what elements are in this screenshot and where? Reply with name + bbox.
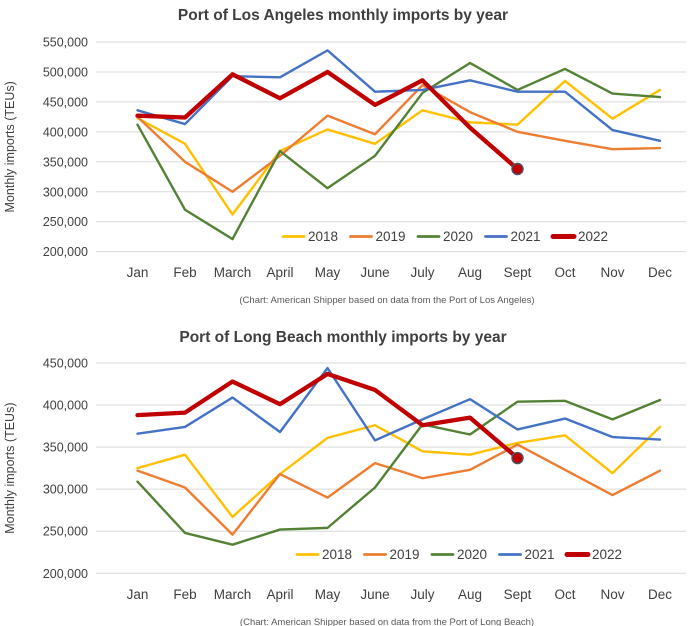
- month-label: July: [410, 265, 434, 280]
- month-label: Aug: [458, 587, 482, 602]
- month-label: Feb: [173, 265, 196, 280]
- chart-caption: (Chart: American Shipper based on data f…: [240, 617, 534, 626]
- legend-label-2022: 2022: [578, 229, 608, 244]
- month-label: June: [360, 265, 389, 280]
- y-tick-label: 300,000: [43, 483, 88, 497]
- y-axis-title: Monthly imports (TEUs): [3, 81, 17, 212]
- series-end-marker-2022: [511, 451, 524, 465]
- month-label: Jan: [127, 587, 149, 602]
- month-label: Nov: [600, 265, 624, 280]
- series-line-2018: [136, 424, 662, 519]
- series-line-2020: [136, 398, 662, 546]
- y-tick-label: 550,000: [43, 36, 88, 50]
- la-imports-chart-svg: Port of Los Angeles monthly imports by y…: [3, 7, 686, 306]
- month-label: Dec: [648, 265, 672, 280]
- y-tick-label: 350,000: [43, 155, 88, 169]
- legend-label-2019: 2019: [390, 547, 420, 562]
- legend-label-2022: 2022: [592, 547, 622, 562]
- y-tick-label: 350,000: [43, 441, 88, 455]
- y-tick-label: 250,000: [43, 215, 88, 229]
- legend-label-2018: 2018: [322, 547, 352, 562]
- lb-imports-chart-svg: Port of Long Beach monthly imports by ye…: [3, 329, 686, 626]
- month-label: Nov: [600, 587, 624, 602]
- series-line-2020: [136, 61, 662, 241]
- series-end-marker-2022: [511, 162, 524, 176]
- series-line-2019: [136, 83, 662, 193]
- y-tick-label: 200,000: [43, 245, 88, 259]
- chart-title: Port of Los Angeles monthly imports by y…: [178, 7, 508, 24]
- month-label: March: [214, 265, 252, 280]
- chart-caption: (Chart: American Shipper based on data f…: [239, 295, 534, 306]
- y-axis-title: Monthly imports (TEUs): [3, 403, 17, 534]
- series-line-2022: [135, 69, 520, 172]
- lb-imports-chart: Port of Long Beach monthly imports by ye…: [0, 320, 700, 626]
- y-tick-label: 450,000: [43, 357, 88, 371]
- month-label: Sept: [504, 587, 532, 602]
- month-label: May: [315, 265, 341, 280]
- legend-label-2020: 2020: [457, 547, 487, 562]
- series-line-2021: [136, 366, 662, 442]
- series-line-2018: [136, 79, 662, 216]
- month-label: Aug: [458, 265, 482, 280]
- y-tick-label: 400,000: [43, 399, 88, 413]
- y-tick-label: 400,000: [43, 125, 88, 139]
- series-line-2022: [135, 371, 520, 461]
- month-label: Dec: [648, 587, 672, 602]
- month-label: July: [410, 587, 434, 602]
- month-label: June: [360, 587, 389, 602]
- legend-label-2021: 2021: [511, 229, 541, 244]
- legend-label-2019: 2019: [376, 229, 406, 244]
- month-label: March: [214, 587, 252, 602]
- y-tick-label: 500,000: [43, 65, 88, 79]
- legend-label-2018: 2018: [308, 229, 338, 244]
- chart-title: Port of Long Beach monthly imports by ye…: [179, 329, 506, 346]
- month-label: April: [266, 587, 293, 602]
- month-label: Oct: [554, 265, 575, 280]
- y-tick-label: 450,000: [43, 95, 88, 109]
- month-label: Jan: [127, 265, 149, 280]
- y-tick-label: 200,000: [43, 567, 88, 581]
- legend-label-2020: 2020: [443, 229, 473, 244]
- y-tick-label: 300,000: [43, 185, 88, 199]
- legend-label-2021: 2021: [525, 547, 555, 562]
- month-label: May: [315, 587, 341, 602]
- month-label: April: [266, 265, 293, 280]
- month-label: Oct: [554, 587, 575, 602]
- series-line-2019: [136, 443, 662, 536]
- y-tick-label: 250,000: [43, 525, 88, 539]
- la-imports-chart: Port of Los Angeles monthly imports by y…: [3, 7, 686, 306]
- month-label: Sept: [504, 265, 532, 280]
- month-label: Feb: [173, 587, 196, 602]
